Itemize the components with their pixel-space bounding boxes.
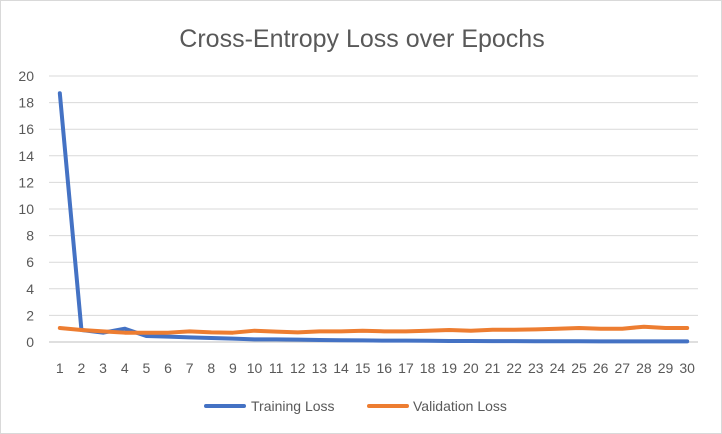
x-tick-label: 6 — [164, 360, 172, 376]
x-tick-label: 16 — [377, 360, 393, 376]
x-tick-label: 9 — [229, 360, 237, 376]
x-tick-label: 24 — [550, 360, 566, 376]
x-tick-label: 1 — [56, 360, 64, 376]
x-tick-label: 8 — [207, 360, 215, 376]
chart-title: Cross-Entropy Loss over Epochs — [179, 25, 544, 53]
gridlines — [49, 75, 698, 343]
x-tick-label: 5 — [142, 360, 150, 376]
y-tick-label: 18 — [18, 95, 34, 111]
y-tick-label: 16 — [18, 121, 34, 137]
x-tick-label: 3 — [99, 360, 107, 376]
x-tick-label: 14 — [333, 360, 349, 376]
y-tick-label: 8 — [26, 228, 34, 244]
y-tick-label: 10 — [18, 201, 34, 217]
y-tick-label: 12 — [18, 174, 34, 190]
x-tick-label: 15 — [355, 360, 371, 376]
x-tick-label: 21 — [485, 360, 501, 376]
x-tick-label: 29 — [658, 360, 674, 376]
x-axis-tick-labels: 1 2 3 4 5 6 7 8 9 10 11 12 13 14 15 16 17 18 19 20 21 22 23 24 2… — [56, 360, 695, 376]
x-tick-label: 28 — [636, 360, 652, 376]
series-line-training-loss — [57, 91, 690, 344]
x-tick-label: 17 — [398, 360, 414, 376]
y-tick-label: 6 — [26, 254, 34, 270]
x-tick-label: 13 — [312, 360, 328, 376]
x-tick-label: 10 — [247, 360, 263, 376]
x-tick-label: 30 — [679, 360, 695, 376]
y-tick-label: 0 — [26, 334, 34, 350]
x-tick-label: 18 — [420, 360, 436, 376]
y-tick-label: 4 — [26, 281, 34, 297]
y-axis-tick-labels: 0 2 4 6 8 10 12 14 16 18 20 — [18, 68, 34, 350]
y-tick-label: 2 — [26, 307, 34, 323]
x-tick-label: 11 — [269, 360, 284, 376]
x-tick-label: 20 — [463, 360, 479, 376]
x-tick-label: 25 — [571, 360, 587, 376]
x-tick-label: 22 — [506, 360, 522, 376]
legend-label: Validation Loss — [413, 398, 507, 414]
y-tick-label: 14 — [18, 148, 34, 164]
x-tick-label: 27 — [614, 360, 630, 376]
series-lines — [57, 91, 690, 344]
series-line-validation-loss — [57, 324, 690, 335]
x-tick-label: 4 — [121, 360, 129, 376]
legend-label: Training Loss — [251, 398, 335, 414]
legend: Training Loss Validation Loss — [204, 398, 507, 414]
y-tick-label: 20 — [18, 68, 34, 84]
x-tick-label: 12 — [290, 360, 306, 376]
x-tick-label: 2 — [78, 360, 86, 376]
x-tick-label: 19 — [441, 360, 457, 376]
x-tick-label: 7 — [186, 360, 194, 376]
x-tick-label: 26 — [593, 360, 609, 376]
x-tick-label: 23 — [528, 360, 544, 376]
